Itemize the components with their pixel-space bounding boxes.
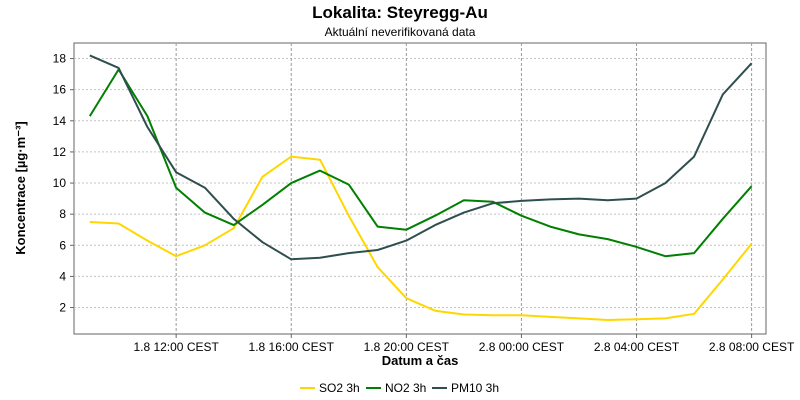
legend-label: SO2 3h xyxy=(319,381,360,395)
y-tick-label: 6 xyxy=(59,238,66,252)
series-line-no2-3h xyxy=(88,68,753,258)
y-tick-label: 2 xyxy=(59,301,66,315)
y-tick-label: 16 xyxy=(53,83,67,97)
y-axis-ticks: 2 4 6 8 10 12 14 16 18 xyxy=(53,52,74,315)
legend-label: NO2 3h xyxy=(385,381,426,395)
y-tick-label: 8 xyxy=(59,207,66,221)
legend: SO2 3h NO2 3h PM10 3h xyxy=(300,381,499,395)
x-tick-label: 1.8 12:00 CEST xyxy=(133,340,219,354)
chart-subtitle: Aktuální neverifikovaná data xyxy=(325,25,476,39)
plot-area xyxy=(73,42,767,335)
y-tick-label: 4 xyxy=(59,269,66,283)
chart-title: Lokalita: Steyregg-Au xyxy=(312,3,488,22)
legend-item: NO2 3h xyxy=(366,381,426,395)
y-tick-label: 10 xyxy=(53,176,67,190)
x-tick-label: 1.8 20:00 CEST xyxy=(364,340,450,354)
y-axis-label: Koncentrace [µg·m⁻³] xyxy=(13,121,28,255)
x-axis-ticks: 1.8 12:00 CEST 1.8 16:00 CEST 1.8 20:00 CE… xyxy=(133,334,795,354)
grid-lines xyxy=(74,43,766,334)
x-tick-label: 1.8 16:00 CEST xyxy=(249,340,335,354)
x-tick-label: 2.8 08:00 CEST xyxy=(709,340,795,354)
series-line-so2-3h xyxy=(89,155,753,321)
legend-label: PM10 3h xyxy=(451,381,499,395)
series-lines xyxy=(88,54,753,321)
x-axis-label: Datum a čas xyxy=(382,353,459,368)
y-tick-label: 14 xyxy=(53,114,67,128)
legend-item: SO2 3h xyxy=(300,381,360,395)
y-tick-label: 18 xyxy=(53,52,67,66)
series-line-pm10-3h xyxy=(89,54,753,261)
y-tick-label: 12 xyxy=(53,145,67,159)
x-tick-label: 2.8 04:00 CEST xyxy=(594,340,680,354)
x-tick-label: 2.8 00:00 CEST xyxy=(479,340,565,354)
legend-item: PM10 3h xyxy=(432,381,499,395)
